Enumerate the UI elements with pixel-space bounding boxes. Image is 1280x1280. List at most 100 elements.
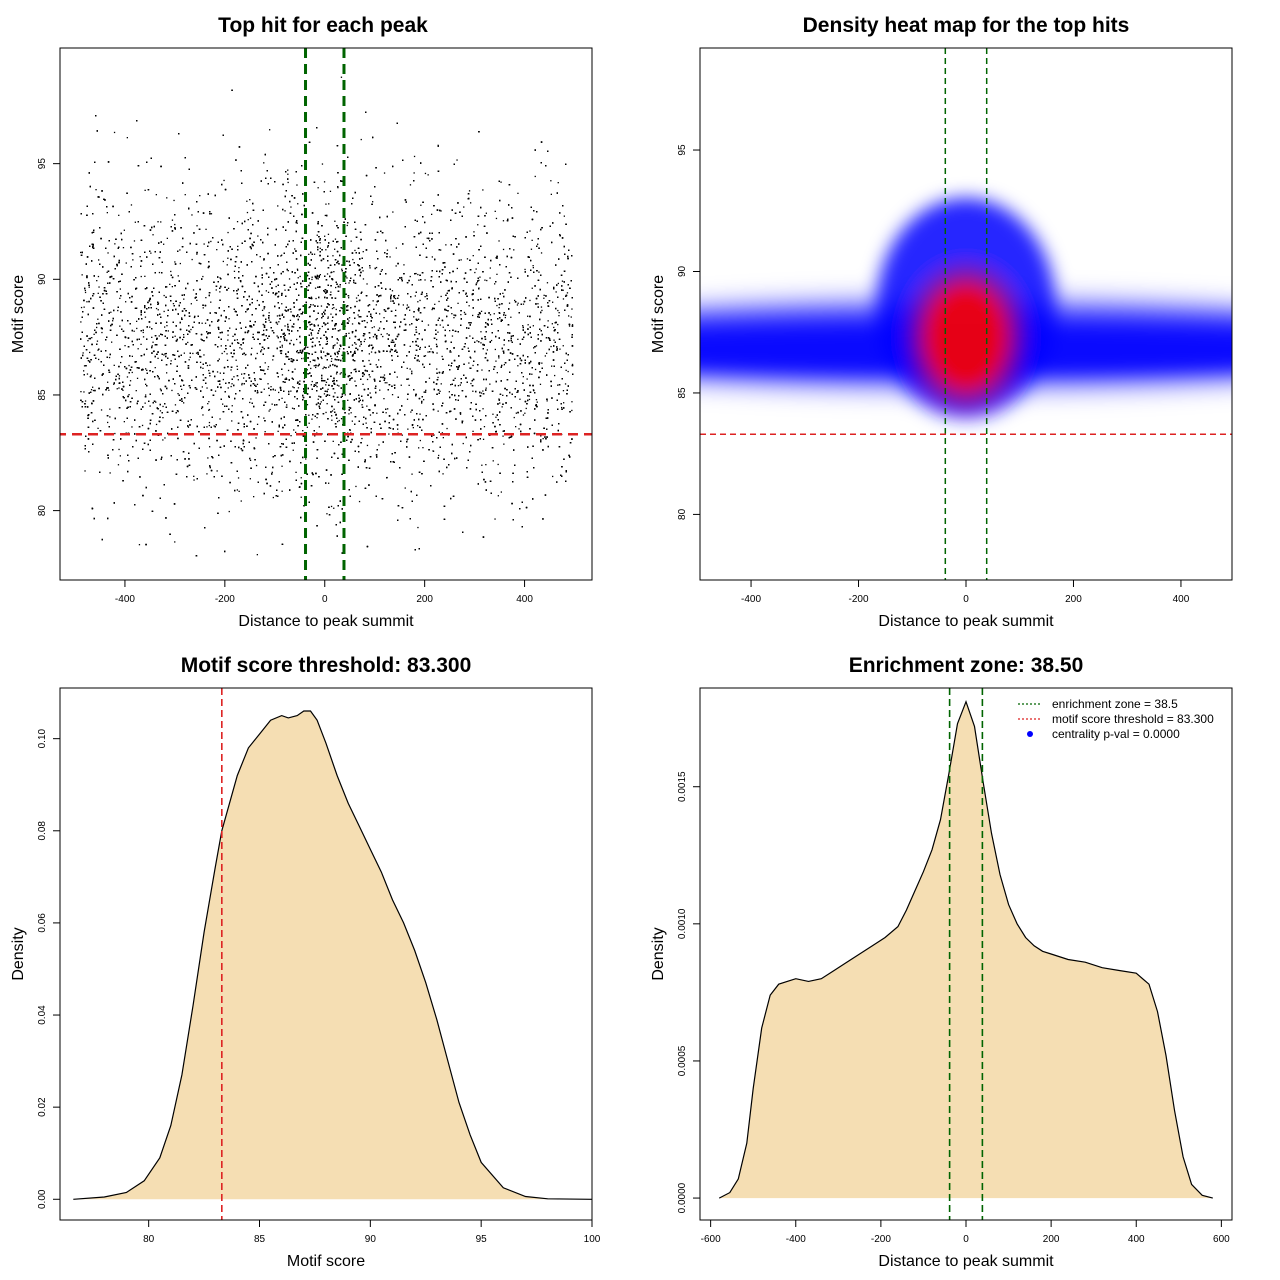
scatter-point xyxy=(257,235,259,237)
scatter-point xyxy=(138,544,141,546)
scatter-point xyxy=(80,251,82,254)
scatter-point xyxy=(187,341,189,344)
scatter-point xyxy=(368,353,370,355)
scatter-point xyxy=(144,316,147,318)
scatter-point xyxy=(210,213,213,215)
scatter-point xyxy=(395,297,397,300)
scatter-point xyxy=(415,329,417,331)
scatter-point xyxy=(563,402,565,404)
scatter-point xyxy=(88,338,90,340)
scatter-point xyxy=(171,219,174,221)
scatter-point xyxy=(524,268,526,271)
scatter-point xyxy=(288,278,291,280)
scatter-point xyxy=(331,410,334,412)
scatter-point xyxy=(323,393,326,395)
scatter-point xyxy=(337,187,339,189)
scatter-point xyxy=(316,234,318,236)
scatter-point xyxy=(477,224,479,226)
scatter-point xyxy=(383,172,386,174)
scatter-point xyxy=(189,356,191,358)
scatter-point xyxy=(131,371,133,374)
scatter-point xyxy=(436,368,438,370)
scatter-point xyxy=(309,361,311,363)
scatter-point xyxy=(208,424,210,427)
scatter-point xyxy=(247,219,249,221)
scatter-point xyxy=(351,332,354,334)
scatter-point xyxy=(177,313,179,315)
scatter-point xyxy=(317,187,319,189)
scatter-point xyxy=(83,391,85,393)
scatter-point xyxy=(340,307,342,309)
scatter-point xyxy=(287,369,290,372)
scatter-point xyxy=(97,318,99,320)
scatter-point xyxy=(281,443,283,445)
scatter-point xyxy=(334,353,336,356)
scatter-point xyxy=(513,249,515,251)
scatter-point xyxy=(470,382,472,385)
scatter-point xyxy=(501,406,503,408)
scatter-point xyxy=(344,394,346,396)
scatter-point xyxy=(409,309,411,311)
scatter-point xyxy=(441,355,443,358)
scatter-point xyxy=(333,408,335,410)
scatter-point xyxy=(435,343,438,345)
scatter-point xyxy=(423,399,425,401)
scatter-point xyxy=(378,295,380,298)
scatter-point xyxy=(431,256,433,258)
scatter-point xyxy=(276,315,279,317)
scatter-point xyxy=(469,367,471,369)
scatter-point xyxy=(413,172,415,174)
scatter-point xyxy=(134,221,136,223)
scatter-point xyxy=(232,335,234,337)
scatter-point xyxy=(311,418,313,420)
scatter-point xyxy=(562,345,564,347)
scatter-point xyxy=(476,282,478,284)
scatter-point xyxy=(417,526,419,529)
scatter-point xyxy=(202,414,204,416)
scatter-point xyxy=(312,304,314,306)
scatter-point xyxy=(318,395,320,397)
scatter-point xyxy=(244,354,246,356)
scatter-point xyxy=(417,425,419,427)
scatter-point xyxy=(562,289,564,291)
scatter-point xyxy=(316,386,318,388)
scatter-point xyxy=(383,398,385,400)
scatter-point xyxy=(359,345,361,347)
scatter-point xyxy=(351,420,353,422)
scatter-point xyxy=(251,326,253,328)
scatter-point xyxy=(453,317,455,319)
scatter-point xyxy=(406,398,409,400)
scatter-point xyxy=(195,352,198,354)
scatter-point xyxy=(166,286,168,288)
scatter-point xyxy=(557,182,559,184)
scatter-point xyxy=(401,434,403,436)
scatter-point xyxy=(418,279,420,281)
scatter-point xyxy=(550,345,552,348)
scatter-point xyxy=(322,367,324,370)
scatter-point xyxy=(386,333,388,335)
scatter-point xyxy=(475,268,477,270)
scatter-point xyxy=(311,276,313,278)
scatter-point xyxy=(164,326,166,328)
scatter-point xyxy=(546,352,548,354)
scatter-point xyxy=(389,427,392,429)
scatter-point xyxy=(287,169,289,171)
scatter-point xyxy=(231,420,233,422)
scatter-point xyxy=(310,384,312,386)
scatter-point xyxy=(95,189,97,191)
scatter-point xyxy=(528,395,530,397)
scatter-point xyxy=(113,383,115,385)
scatter-point xyxy=(543,297,545,299)
scatter-point xyxy=(505,314,507,316)
scatter-point xyxy=(531,239,533,241)
scatter-point xyxy=(340,76,343,78)
scatter-point xyxy=(509,436,511,438)
scatter-point xyxy=(418,447,420,449)
scatter-point xyxy=(348,332,350,334)
scatter-point xyxy=(281,254,283,256)
scatter-point xyxy=(243,377,245,379)
scatter-point xyxy=(410,411,412,413)
scatter-point xyxy=(450,384,452,386)
scatter-point xyxy=(366,283,368,285)
scatter-point xyxy=(526,378,528,380)
